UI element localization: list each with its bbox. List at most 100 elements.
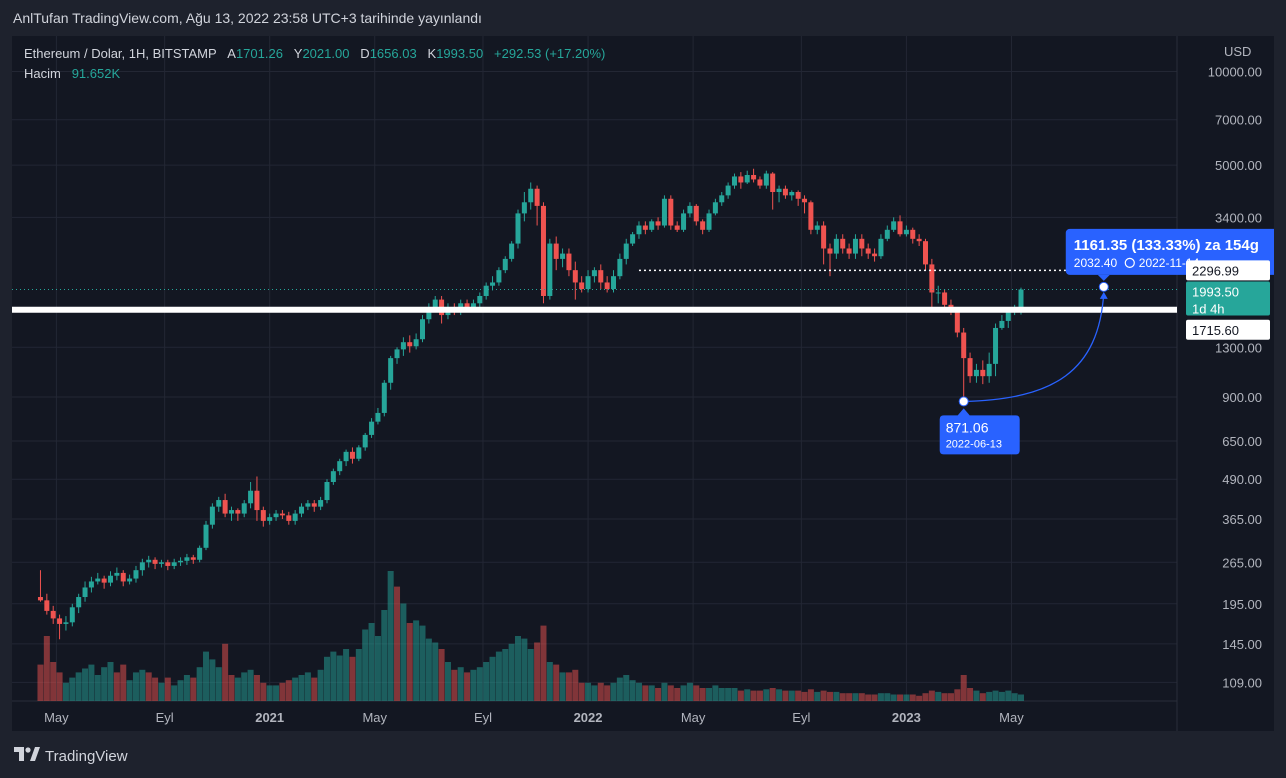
volume-bar (540, 625, 547, 701)
candle-body (687, 205, 693, 214)
volume-bar (699, 688, 706, 701)
candle-body (432, 299, 438, 308)
last-price-tag-text: 1993.50 (1192, 284, 1239, 299)
candle-body (878, 238, 884, 257)
candle-body (337, 461, 343, 472)
volume-bar (1011, 693, 1018, 701)
volume-bar (400, 603, 407, 701)
footer-brand[interactable]: TradingView (14, 744, 128, 770)
x-tick-label: 2022 (574, 710, 603, 725)
projection-end-point (1098, 281, 1109, 292)
volume-bar (43, 636, 50, 701)
candle-body (884, 229, 890, 239)
volume-bar (311, 677, 318, 701)
price-chart[interactable]: 10000.00 7000.00 5000.00 3400.00 1300.00 900.… (12, 36, 1274, 731)
candle-body (279, 513, 285, 516)
candle-body (44, 600, 50, 611)
volume-bar (209, 659, 216, 701)
candle-body (534, 188, 540, 206)
volume-bar (795, 690, 802, 701)
legend: Ethereum / Dolar, 1H, BITSTAMP A1701.26 … (24, 44, 605, 84)
volume-bar (56, 672, 63, 701)
volume-bar (387, 571, 394, 701)
candle-body (407, 342, 413, 347)
volume-bar (858, 693, 865, 701)
candle-body (477, 295, 483, 304)
candle-body (993, 327, 999, 364)
candle-body (553, 243, 559, 259)
volume-bar (464, 672, 471, 701)
volume-bar (37, 664, 44, 701)
volume-bar (629, 680, 636, 701)
volume-bar (285, 680, 292, 701)
volume-bar (597, 682, 604, 701)
legend-symbol[interactable]: Ethereum / Dolar, 1H, BITSTAMP (24, 46, 217, 61)
candle-body (547, 243, 553, 296)
volume-bar (610, 682, 617, 701)
projection-start-point (958, 396, 969, 407)
candle-body (967, 358, 973, 377)
candle-body (763, 173, 769, 186)
candle-body (572, 270, 578, 283)
volume-bar (521, 638, 528, 701)
target-price-tag-text: 2296.99 (1192, 263, 1239, 278)
candle-body (922, 241, 928, 265)
volume-bar (266, 685, 273, 701)
candle-body (356, 447, 362, 459)
volume-bar (355, 649, 362, 701)
y-tick-label: 900.00 (1222, 390, 1262, 405)
volume-bar (1018, 694, 1025, 701)
x-tick-label: May (999, 710, 1024, 725)
candle-body (330, 471, 336, 482)
volume-bar (604, 685, 611, 701)
header-title: AnlTufan TradingView.com, Ağu 13, 2022 2… (13, 10, 482, 26)
candle-body (566, 253, 572, 271)
volume-bar (419, 625, 426, 701)
legend-open-label: A (227, 46, 236, 61)
volume-bar (82, 668, 89, 701)
legend-high-value: 2021.00 (302, 46, 350, 61)
candle-body (770, 173, 776, 193)
volume-bar (292, 677, 299, 701)
volume-bar (470, 669, 477, 701)
candle-body (528, 188, 534, 203)
volume-bar (101, 667, 108, 701)
currency-label: USD (1224, 44, 1251, 59)
candle-body (700, 221, 706, 230)
volume-bar (534, 642, 541, 701)
chart-frame[interactable]: 10000.00 7000.00 5000.00 3400.00 1300.00 900.… (12, 36, 1274, 731)
volume-bar (706, 688, 713, 701)
volume-bar (502, 649, 509, 701)
volume-bar (107, 662, 114, 701)
volume-bar (183, 675, 190, 701)
candle-body (108, 575, 114, 583)
candle-body (789, 192, 795, 196)
candle-body (706, 213, 712, 230)
volume-bar (190, 677, 197, 701)
volume-bar (336, 655, 343, 701)
candle-body (515, 213, 521, 244)
volume-bar (145, 672, 152, 701)
volume-bar (406, 623, 413, 701)
candle-body (509, 243, 515, 259)
legend-change: +292.53 (+17.20%) (494, 46, 606, 61)
volume-bar (826, 691, 833, 701)
volume-bar (495, 651, 502, 701)
candle-body (419, 319, 425, 340)
candle-body (846, 248, 852, 254)
legend-volume-label[interactable]: Hacim (24, 66, 61, 81)
volume-bar (871, 694, 878, 701)
volume-bar (737, 690, 744, 701)
candle-body (661, 198, 667, 226)
candle-body (216, 500, 222, 507)
candle-body (133, 570, 139, 579)
candle-body (305, 503, 311, 507)
volume-bar (559, 672, 566, 701)
volume-bar (941, 693, 948, 701)
volume-bar (667, 685, 674, 701)
candle-body (693, 205, 699, 222)
volume-bar (897, 694, 904, 701)
volume-bar (444, 662, 451, 701)
volume-bar (782, 690, 789, 701)
volume-bar (693, 685, 700, 701)
